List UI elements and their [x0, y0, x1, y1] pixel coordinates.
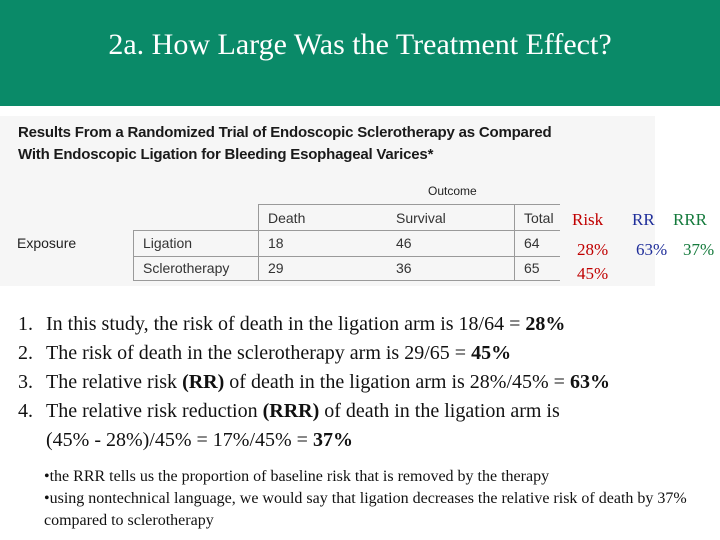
bullet-notes: •the RRR tells us the proportion of base…: [44, 466, 714, 532]
row-ligation-label: Ligation: [143, 235, 193, 251]
row-sclerotherapy-survival: 36: [396, 260, 412, 276]
figure-caption: Results From a Randomized Trial of Endos…: [18, 122, 552, 166]
risk-ligation-value: 28%: [577, 240, 609, 259]
table-figure: Results From a Randomized Trial of Endos…: [0, 116, 655, 286]
row-sclerotherapy-death: 29: [268, 260, 284, 276]
row-ligation-survival: 46: [396, 235, 412, 251]
risk-header: Risk: [572, 210, 604, 229]
table-rule-header: [133, 230, 560, 231]
bullet-item: •the RRR tells us the proportion of base…: [44, 468, 550, 485]
table-rule-mid: [133, 256, 560, 257]
row-ligation-death: 18: [268, 235, 284, 251]
header-death: Death: [268, 210, 306, 226]
table-rule-bottom: [133, 280, 560, 281]
table-col-rule-3: [514, 204, 515, 280]
table-col-rule-2: [258, 204, 259, 280]
title-bar: 2a. How Large Was the Treatment Effect?: [0, 0, 720, 106]
table-col-rule-1: [133, 230, 134, 280]
row-ligation-total: 64: [524, 235, 540, 251]
outcome-label: Outcome: [428, 184, 477, 198]
figure-caption-line-2: With Endoscopic Ligation for Bleeding Es…: [18, 146, 434, 163]
risk-sclerotherapy-value: 45%: [577, 264, 609, 283]
exposure-label: Exposure: [17, 235, 77, 251]
row-sclerotherapy-total: 65: [524, 260, 540, 276]
figure-caption-line-1: Results From a Randomized Trial of Endos…: [18, 124, 552, 141]
bullet-item: •using nontechnical language, we would s…: [44, 490, 687, 529]
row-sclerotherapy-label: Sclerotherapy: [143, 260, 230, 276]
rrr-value: 37%: [683, 240, 715, 259]
rr-header: RR: [632, 210, 655, 229]
rrr-header: RRR: [673, 210, 708, 229]
slide-title: 2a. How Large Was the Treatment Effect?: [108, 28, 612, 61]
rr-value: 63%: [636, 240, 668, 259]
table-rule-top: [258, 204, 560, 205]
header-survival: Survival: [396, 210, 446, 226]
header-total: Total: [524, 210, 554, 226]
